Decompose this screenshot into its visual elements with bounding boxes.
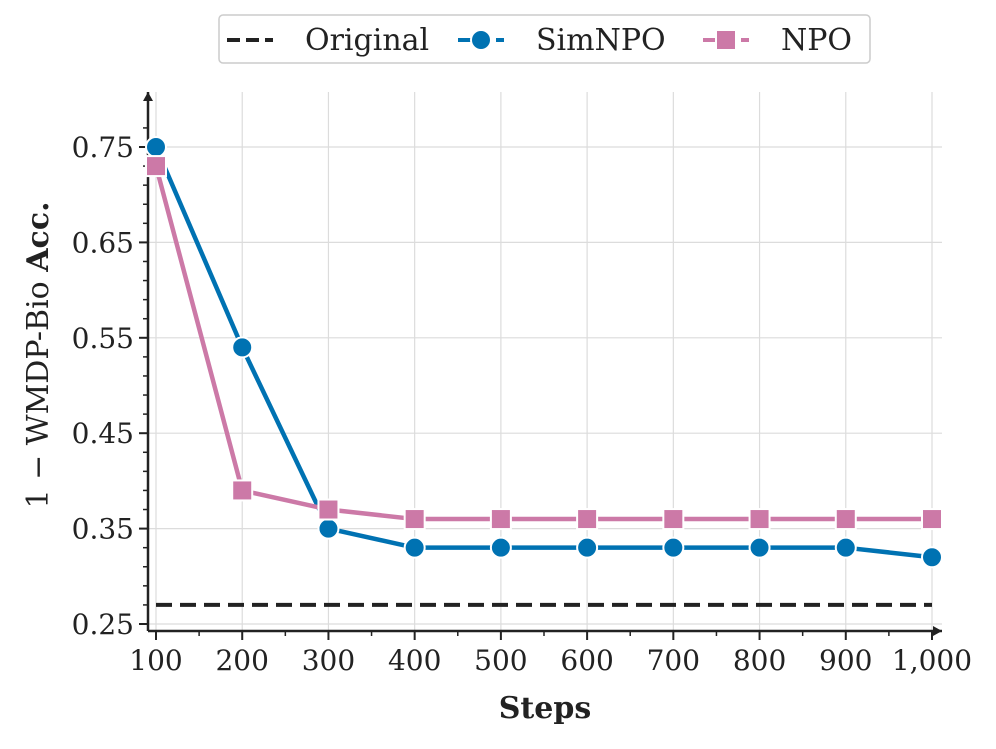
- npo-point-3: [403, 508, 426, 531]
- y-tick-label-5: 0.75: [72, 131, 134, 164]
- y-tick-label-2: 0.45: [72, 417, 134, 450]
- y-tick-label-3: 0.55: [72, 322, 134, 355]
- grid: [148, 92, 942, 631]
- npo-point-7: [748, 508, 771, 531]
- series-layer: [145, 136, 943, 607]
- series-line-simnpo: [153, 146, 933, 560]
- legend-label-simnpo: SimNPO: [536, 23, 666, 58]
- y-axis-label-bold: Acc.: [21, 201, 56, 272]
- legend-label-original: Original: [305, 23, 429, 58]
- x-axis-label: Steps: [499, 691, 591, 726]
- y-tick-label-0: 0.25: [72, 608, 134, 641]
- x-axis-ticks: 100 200 300 400 500 600 700 800 900 1,000: [129, 631, 972, 677]
- x-tick-label-1: 200: [215, 644, 268, 677]
- legend-label-npo: NPO: [781, 23, 852, 58]
- simnpo-point-9: [921, 546, 943, 569]
- x-tick-label-2: 300: [302, 644, 355, 677]
- npo-point-8: [834, 508, 857, 531]
- y-axis-label: 1 − WMDP-Bio Acc.: [21, 201, 56, 508]
- x-tick-label-7: 800: [733, 644, 786, 677]
- legend-frame: [218, 14, 871, 64]
- legend-marker-npo: [715, 29, 737, 51]
- npo-point-6: [662, 508, 685, 531]
- x-axis-arrow: [933, 626, 942, 636]
- x-tick-label-5: 600: [560, 644, 613, 677]
- simnpo-point-1: [231, 336, 254, 359]
- x-tick-label-4: 500: [474, 644, 527, 677]
- simnpo-point-2: [317, 517, 340, 540]
- x-tick-label-3: 400: [388, 644, 441, 677]
- x-tick-label-8: 900: [819, 644, 872, 677]
- legend-marker-simnpo: [470, 29, 492, 51]
- y-axis-label-text: 1 − WMDP-Bio: [21, 272, 56, 509]
- simnpo-point-0: [145, 136, 167, 158]
- npo-point-4: [489, 508, 512, 531]
- simnpo-point-3: [403, 536, 426, 559]
- simnpo-point-4: [489, 536, 512, 559]
- simnpo-point-8: [834, 536, 857, 559]
- x-tick-label-0: 100: [129, 644, 182, 677]
- simnpo-point-7: [748, 536, 771, 559]
- x-tick-label-6: 700: [647, 644, 700, 677]
- npo-point-9: [921, 508, 943, 531]
- series-line-npo: [153, 165, 932, 522]
- axes: [143, 92, 942, 636]
- y-tick-label-1: 0.35: [72, 513, 134, 546]
- npo-point-1: [231, 479, 254, 502]
- y-axis-arrow: [143, 92, 153, 101]
- y-axis-ticks: 0.25 0.35 0.45 0.55 0.65 0.75: [72, 127, 148, 641]
- y-tick-label-4: 0.65: [72, 226, 134, 259]
- npo-point-5: [576, 508, 599, 531]
- simnpo-point-6: [662, 536, 685, 559]
- legend: Original SimNPO NPO: [218, 14, 871, 64]
- npo-point-0: [145, 155, 167, 178]
- x-tick-label-9: 1,000: [892, 644, 972, 677]
- simnpo-point-5: [576, 536, 599, 559]
- npo-point-2: [317, 498, 340, 521]
